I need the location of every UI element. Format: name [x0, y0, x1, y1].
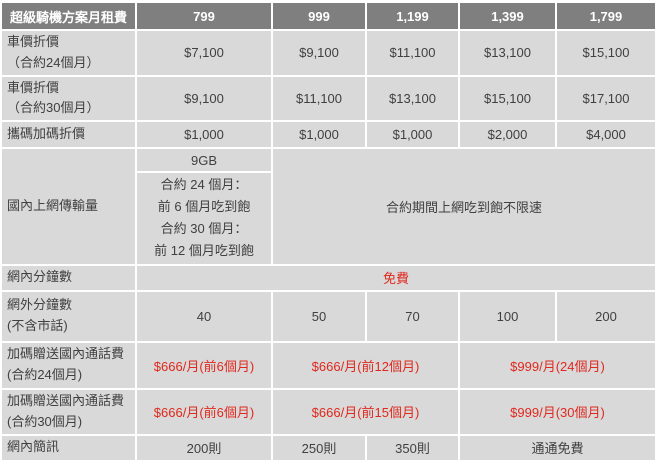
cell-sms-999: 250則 — [273, 435, 365, 460]
cell-offnet-1199: 70 — [367, 291, 458, 341]
cell-bonus24-999-1199: $666/月(前12個月) — [273, 342, 458, 388]
cell-bonus24-799: $666/月(前6個月) — [137, 342, 271, 388]
cell-sms-1199: 350則 — [367, 435, 458, 460]
label-line: 加碼贈送國內通話費 — [7, 346, 125, 362]
plan-header-1199: 1,199 — [367, 3, 458, 29]
row-label-car-discount-30: 車價折價 （合約30個月） — [2, 76, 135, 121]
row-label-car-discount-24: 車價折價 （合約24個月） — [2, 31, 135, 75]
cell-car30-999: $11,100 — [273, 76, 365, 121]
cell-porting-799: $1,000 — [137, 122, 271, 148]
cell-offnet-999: 50 — [273, 291, 365, 341]
cell-car24-1199: $11,100 — [367, 31, 458, 75]
cell-data-799-quota: 9GB — [137, 149, 271, 172]
row-label-innet-minutes: 網內分鐘數 — [2, 265, 135, 290]
plan-header-999: 999 — [273, 3, 365, 29]
plan-header-799: 799 — [137, 3, 271, 29]
cell-car24-1799: $15,100 — [557, 31, 655, 75]
table-title: 超級騎機方案月租費 — [2, 3, 135, 29]
row-label-bonus-calls-30: 加碼贈送國內通話費 (合約30個月) — [2, 389, 135, 434]
cell-bonus30-1399-1799: $999/月(30個月) — [460, 389, 655, 434]
cell-car30-1199: $13,100 — [367, 76, 458, 121]
label-line: 加碼贈送國內通話費 — [7, 392, 125, 408]
cell-data-other-plans: 合約期間上網吃到飽不限速 — [273, 149, 655, 264]
cell-bonus24-1399-1799: $999/月(24個月) — [460, 342, 655, 388]
row-domestic-data-detail: 合約 24 個月： 前 6 個月吃到飽 合約 30 個月： 前 12 個月吃到飽 — [2, 173, 655, 264]
cell-porting-1799: $4,000 — [557, 122, 655, 148]
detail-line: 前 12 個月吃到飽 — [154, 243, 254, 259]
cell-car30-799: $9,100 — [137, 76, 271, 121]
cell-bonus30-799: $666/月(前6個月) — [137, 389, 271, 434]
row-innet-sms: 網內簡訊 200則 250則 350則 通通免費 — [2, 435, 655, 460]
cell-offnet-1399: 100 — [460, 291, 555, 341]
detail-line: 合約 24 個月： — [160, 177, 248, 193]
row-innet-minutes: 網內分鐘數 免費 — [2, 265, 655, 290]
label-line: 車價折價 — [7, 34, 60, 49]
label-line: (合約30個月) — [7, 413, 83, 429]
row-label-innet-sms: 網內簡訊 — [2, 435, 135, 460]
cell-car30-1399: $15,100 — [460, 76, 555, 121]
cell-porting-1199: $1,000 — [367, 122, 458, 148]
label-line: 車價折價 — [7, 79, 60, 95]
row-label-porting-bonus: 攜碼加碼折價 — [2, 122, 135, 148]
cell-offnet-799: 40 — [137, 291, 271, 341]
cell-data-799-detail: 合約 24 個月： 前 6 個月吃到飽 合約 30 個月： 前 12 個月吃到飽 — [137, 173, 271, 264]
cell-car24-1399: $13,100 — [460, 31, 555, 75]
label-line: （合約30個月） — [7, 100, 100, 116]
row-label-offnet-minutes: 網外分鐘數 (不含市話) — [2, 291, 135, 341]
detail-line: 前 6 個月吃到飽 — [157, 199, 251, 215]
row-domestic-data: 國內上網傳輸量 9GB 合約期間上網吃到飽不限速 — [2, 149, 655, 264]
row-porting-bonus: 攜碼加碼折價 $1,000 $1,000 $1,000 $2,000 $4,00… — [2, 122, 655, 148]
label-line: 網外分鐘數 — [7, 297, 73, 313]
row-label-bonus-calls-24: 加碼贈送國內通話費 (合約24個月) — [2, 342, 135, 388]
row-offnet-minutes: 網外分鐘數 (不含市話) 40 50 70 100 200 — [2, 291, 655, 341]
header-row: 超級騎機方案月租費 799 999 1,199 1,399 1,799 — [2, 3, 655, 29]
cell-bonus30-999-1199: $666/月(前15個月) — [273, 389, 458, 434]
label-line: (合約24個月) — [7, 367, 83, 383]
cell-offnet-1799: 200 — [557, 291, 655, 341]
cell-car24-999: $9,100 — [273, 31, 365, 75]
cell-sms-1399-1799: 通通免費 — [460, 435, 655, 460]
row-car-discount-24: 車價折價 （合約24個月） $7,100 $9,100 $11,100 $13,… — [2, 31, 655, 75]
plan-header-1799: 1,799 — [557, 3, 655, 29]
label-line: (不含市話) — [7, 318, 68, 334]
cell-innet-minutes-all-plans: 免費 — [137, 265, 655, 290]
label-line: （合約24個月） — [7, 54, 100, 70]
detail-line: 合約 30 個月： — [160, 221, 248, 237]
row-bonus-calls-30: 加碼贈送國內通話費 (合約30個月) $666/月(前6個月) $666/月(前… — [2, 389, 655, 434]
row-car-discount-30: 車價折價 （合約30個月） $9,100 $11,100 $13,100 $15… — [2, 76, 655, 121]
cell-car30-1799: $17,100 — [557, 76, 655, 121]
cell-porting-1399: $2,000 — [460, 122, 555, 148]
row-label-domestic-data: 國內上網傳輸量 — [2, 149, 135, 264]
cell-sms-799: 200則 — [137, 435, 271, 460]
row-bonus-calls-24: 加碼贈送國內通話費 (合約24個月) $666/月(前6個月) $666/月(前… — [2, 342, 655, 388]
cell-car24-799: $7,100 — [137, 31, 271, 75]
plan-header-1399: 1,399 — [460, 3, 555, 29]
cell-porting-999: $1,000 — [273, 122, 365, 148]
